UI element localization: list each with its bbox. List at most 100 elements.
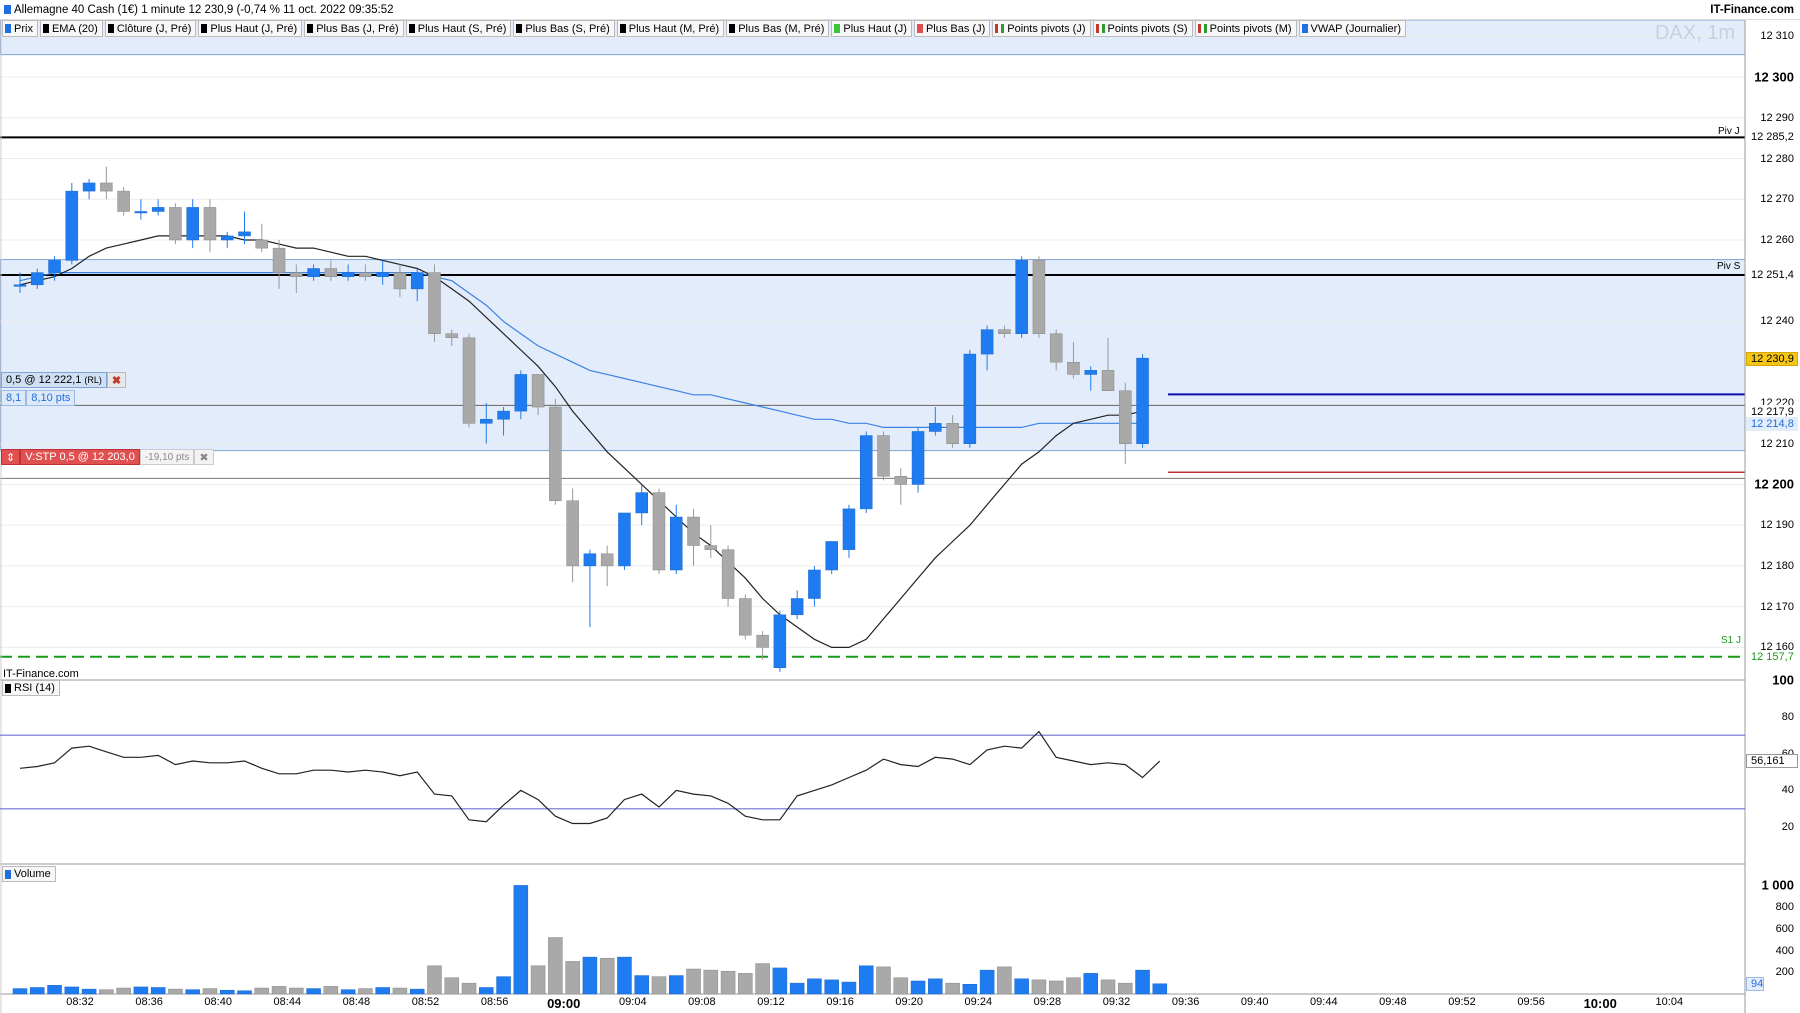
candle-body[interactable] xyxy=(825,541,838,571)
legend-item-12[interactable]: Points pivots (S) xyxy=(1092,20,1193,37)
candle-body[interactable] xyxy=(963,353,977,444)
candle-body[interactable] xyxy=(376,272,389,277)
candle-body[interactable] xyxy=(203,207,217,241)
candle-body[interactable] xyxy=(670,516,683,571)
candle-body[interactable] xyxy=(1101,370,1115,391)
candle-body[interactable] xyxy=(652,492,666,571)
limit-order-cancel-icon[interactable]: ✖ xyxy=(106,372,127,388)
candle-body[interactable] xyxy=(100,182,113,192)
candle-body[interactable] xyxy=(739,598,752,636)
candle-body[interactable] xyxy=(341,272,355,277)
candle-body[interactable] xyxy=(704,545,718,550)
candle-body[interactable] xyxy=(773,614,787,669)
candle-body[interactable] xyxy=(410,272,424,290)
legend-item-5[interactable]: Plus Haut (S, Pré) xyxy=(405,20,512,37)
candle-body[interactable] xyxy=(497,410,510,420)
candle-body[interactable] xyxy=(117,190,130,212)
candle-body[interactable] xyxy=(859,435,873,510)
time-tick-label: 09:36 xyxy=(1171,996,1200,1008)
candle-body[interactable] xyxy=(618,512,631,567)
legend-item-7[interactable]: Plus Haut (M, Pré) xyxy=(616,20,725,37)
candle-body[interactable] xyxy=(272,247,286,273)
volume-bar xyxy=(979,969,995,995)
candle-body[interactable] xyxy=(393,272,407,290)
candle-body[interactable] xyxy=(808,569,821,599)
candle-body[interactable] xyxy=(31,272,44,286)
candle-body[interactable] xyxy=(549,406,562,501)
legend-item-10[interactable]: Plus Bas (J) xyxy=(913,20,991,37)
volume-panel-label[interactable]: Volume xyxy=(2,866,56,882)
candle-body[interactable] xyxy=(514,374,528,412)
legend-item-1[interactable]: EMA (20) xyxy=(39,20,103,37)
candle-body[interactable] xyxy=(428,272,441,334)
legend-item-4[interactable]: Plus Bas (J, Pré) xyxy=(304,20,404,37)
candle-body[interactable] xyxy=(911,431,925,485)
candle-body[interactable] xyxy=(169,207,182,241)
candle-body[interactable] xyxy=(65,190,79,261)
legend-item-9[interactable]: Plus Haut (J) xyxy=(831,20,912,37)
candle-body[interactable] xyxy=(1136,357,1149,444)
candle-body[interactable] xyxy=(721,549,735,599)
candle-body[interactable] xyxy=(290,272,303,277)
instrument-info: Allemagne 40 Cash (1€) 1 minute 12 230,9… xyxy=(14,3,394,16)
rsi-panel-label[interactable]: RSI (14) xyxy=(2,680,60,696)
legend-item-3[interactable]: Plus Haut (J, Pré) xyxy=(198,20,303,37)
volume-bar xyxy=(669,975,684,995)
rsi-current-tag: 56,161 xyxy=(1746,753,1798,768)
volume-bar xyxy=(841,981,857,995)
candle-body[interactable] xyxy=(929,423,942,432)
candle-body[interactable] xyxy=(1049,333,1063,363)
stop-order-handle-icon[interactable]: ⇕ xyxy=(1,449,21,465)
candle-body[interactable] xyxy=(186,207,199,241)
legend-item-11[interactable]: Points pivots (J) xyxy=(992,20,1091,37)
stop-order-box[interactable]: ⇕ V:STP 0,5 @ 12 203,0 -19,10 pts ✖ xyxy=(1,449,214,465)
time-tick-label: 10:00 xyxy=(1583,996,1617,1011)
candle-body[interactable] xyxy=(82,182,96,192)
candle-body[interactable] xyxy=(307,268,320,277)
candle-body[interactable] xyxy=(220,235,234,241)
candle-body[interactable] xyxy=(359,272,372,277)
candle-body[interactable] xyxy=(756,634,769,648)
legend-item-2[interactable]: Clôture (J, Pré) xyxy=(104,20,197,37)
candle-body[interactable] xyxy=(894,476,908,485)
legend-item-8[interactable]: Plus Bas (M, Pré) xyxy=(726,20,830,37)
candle-body[interactable] xyxy=(946,423,959,444)
candle-body[interactable] xyxy=(1119,390,1132,444)
candle-body[interactable] xyxy=(635,492,648,514)
candle-body[interactable] xyxy=(1015,260,1028,334)
candle-body[interactable] xyxy=(600,553,614,567)
candle-body[interactable] xyxy=(1084,370,1097,375)
candle-body[interactable] xyxy=(1067,361,1080,375)
candle-body[interactable] xyxy=(13,284,27,287)
candle-body[interactable] xyxy=(531,374,545,408)
candle-body[interactable] xyxy=(687,516,700,546)
candle-body[interactable] xyxy=(842,508,856,550)
candle-body[interactable] xyxy=(583,553,597,567)
pivot-daily-label: Piv J xyxy=(1718,126,1740,137)
price-tick-label: 12 290 xyxy=(1760,111,1794,124)
candle-body[interactable] xyxy=(980,329,994,355)
candle-body[interactable] xyxy=(48,260,61,273)
candle-body[interactable] xyxy=(134,211,148,214)
legend-item-0[interactable]: Prix xyxy=(2,20,38,37)
legend-item-14[interactable]: VWAP (Journalier) xyxy=(1298,20,1407,37)
candle-body[interactable] xyxy=(238,231,251,237)
candle-body[interactable] xyxy=(877,435,890,477)
candle-body[interactable] xyxy=(462,337,476,424)
candle-body[interactable] xyxy=(566,500,579,567)
candle-body[interactable] xyxy=(151,207,165,212)
candle-body[interactable] xyxy=(480,419,493,424)
legend-item-13[interactable]: Points pivots (M) xyxy=(1194,20,1297,37)
stop-order-cancel-icon[interactable]: ✖ xyxy=(194,449,214,465)
limit-order-label[interactable]: 0,5 @ 12 222,1 (RL) xyxy=(1,372,107,388)
candle-body[interactable] xyxy=(790,598,804,616)
limit-order-box[interactable]: 0,5 @ 12 222,1 (RL) ✖ xyxy=(1,372,127,388)
candle-body[interactable] xyxy=(998,329,1011,334)
candle-body[interactable] xyxy=(445,333,458,339)
candle-body[interactable] xyxy=(1032,260,1046,334)
candle-body[interactable] xyxy=(324,268,338,277)
candle-body[interactable] xyxy=(255,239,269,249)
stop-order-label[interactable]: V:STP 0,5 @ 12 203,0 xyxy=(20,449,140,465)
legend-item-6[interactable]: Plus Bas (S, Pré) xyxy=(513,20,615,37)
